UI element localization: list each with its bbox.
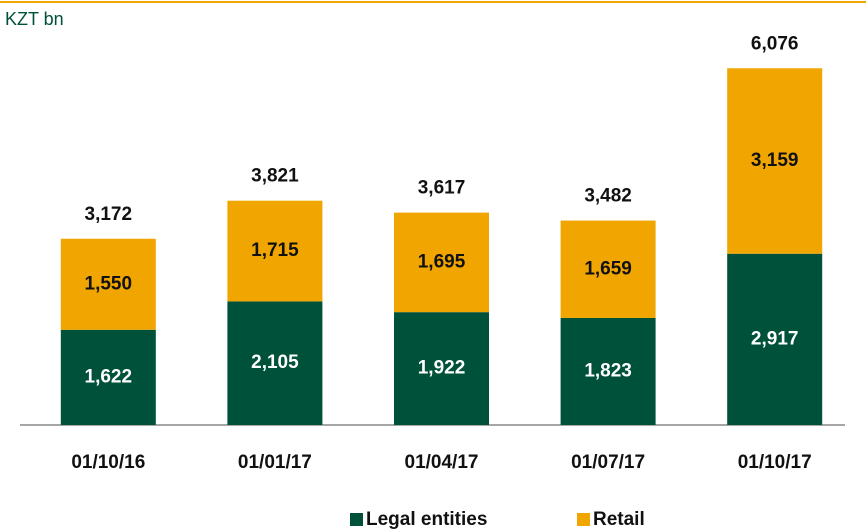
bar-segment bbox=[727, 253, 823, 425]
segment-label: 1,695 bbox=[418, 251, 466, 272]
total-label: 6,076 bbox=[751, 33, 799, 54]
x-tick-label: 01/10/17 bbox=[738, 452, 812, 473]
segment-label: 3,159 bbox=[751, 150, 799, 171]
bar-segment bbox=[560, 317, 656, 425]
legend-swatch bbox=[577, 513, 590, 526]
segment-label: 1,922 bbox=[418, 358, 466, 379]
bar-segment bbox=[560, 220, 656, 318]
bar-segment bbox=[394, 312, 489, 425]
legend-label: Retail bbox=[593, 509, 645, 530]
unit-label: KZT bn bbox=[5, 9, 64, 29]
bar-segment bbox=[227, 301, 323, 425]
segment-label: 2,917 bbox=[751, 328, 799, 349]
segment-label: 1,622 bbox=[85, 366, 133, 387]
total-label: 3,821 bbox=[251, 166, 299, 187]
bar-segment bbox=[60, 329, 156, 425]
total-label: 3,617 bbox=[418, 178, 466, 199]
x-tick-label: 01/10/16 bbox=[71, 452, 145, 473]
x-tick-label: 01/07/17 bbox=[571, 452, 645, 473]
segment-label: 1,823 bbox=[584, 360, 632, 381]
total-label: 3,482 bbox=[584, 186, 632, 207]
segment-label: 1,550 bbox=[85, 273, 133, 294]
bar-segment bbox=[227, 200, 323, 302]
bar-segment bbox=[727, 68, 823, 254]
segment-label: 1,715 bbox=[251, 240, 299, 261]
segment-label: 2,105 bbox=[251, 352, 299, 373]
segment-label: 1,659 bbox=[584, 258, 632, 279]
bar-segment bbox=[60, 238, 156, 330]
x-tick-label: 01/01/17 bbox=[238, 452, 312, 473]
total-label: 3,172 bbox=[85, 204, 133, 225]
legend-swatch bbox=[350, 513, 363, 526]
x-tick-label: 01/04/17 bbox=[405, 452, 479, 473]
legend-label: Legal entities bbox=[366, 509, 487, 530]
bar-segment bbox=[394, 212, 489, 313]
